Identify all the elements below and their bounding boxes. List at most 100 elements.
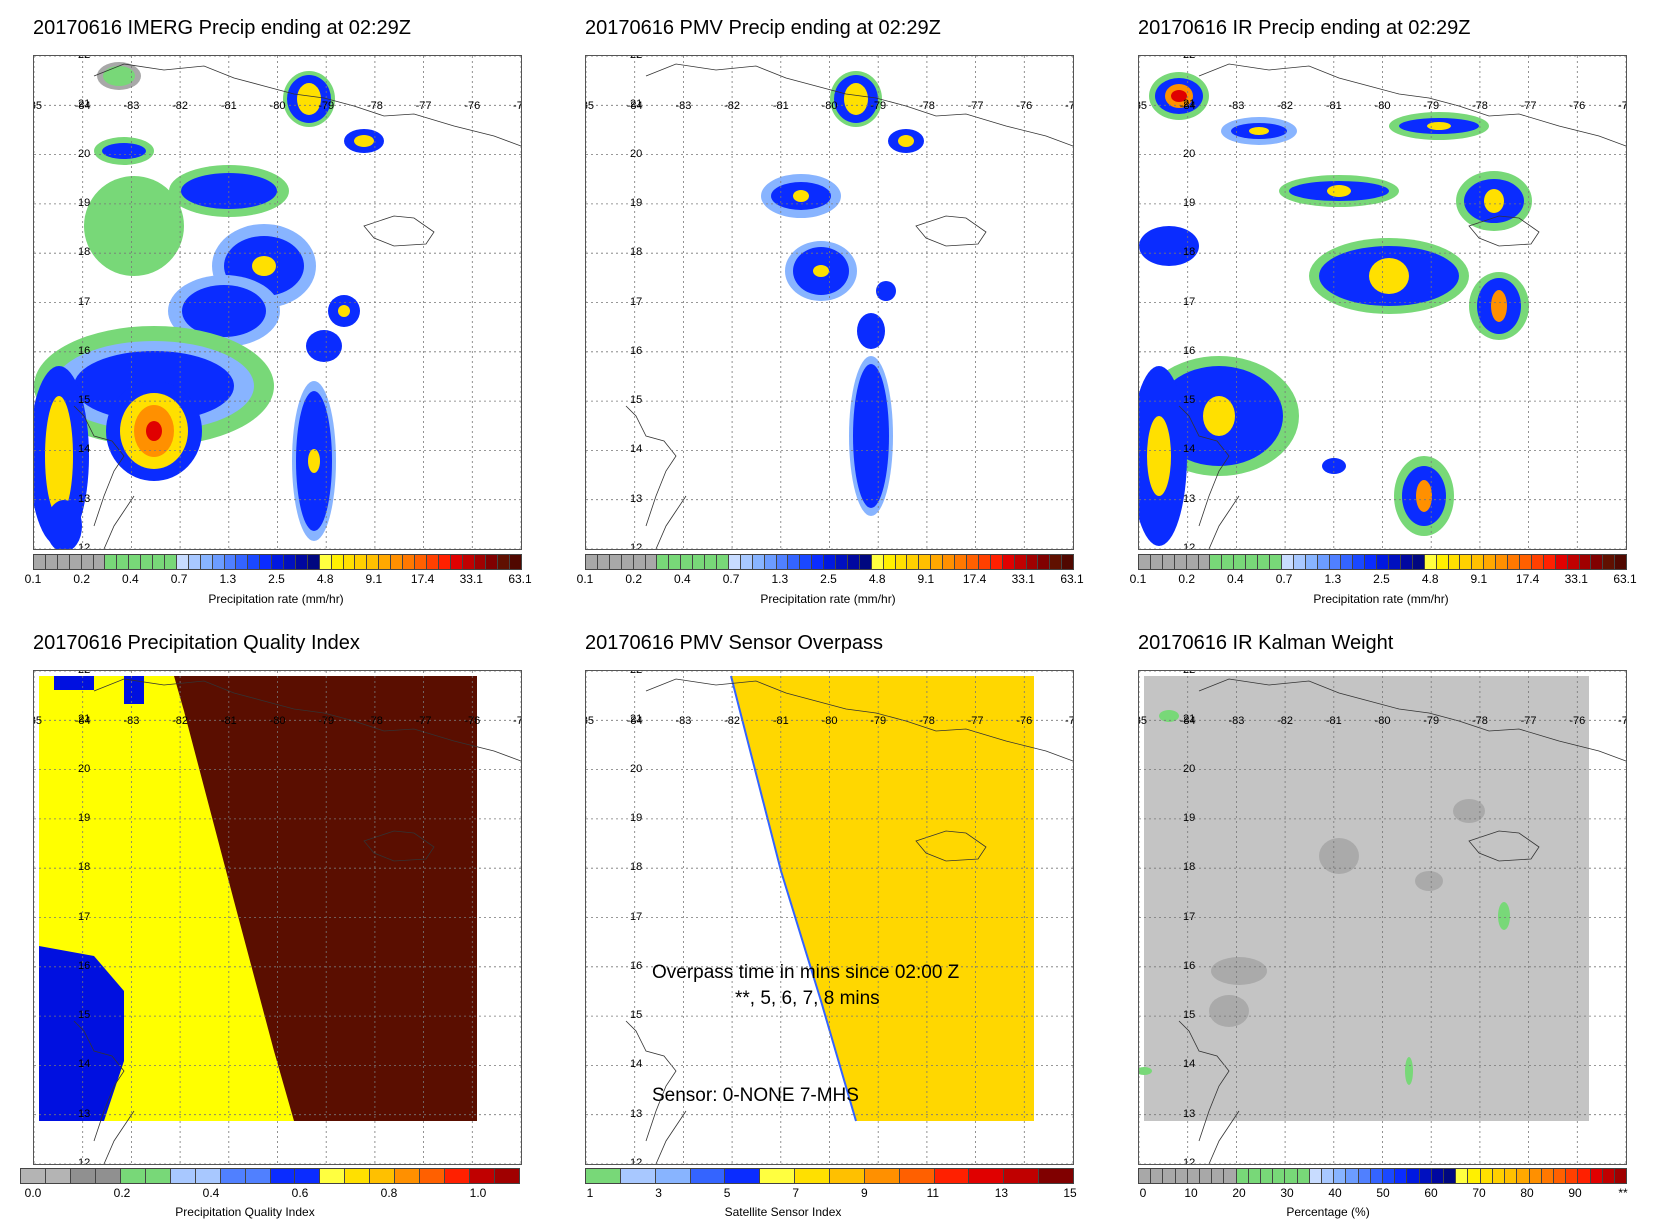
coastline	[655, 1110, 687, 1164]
colorbar-label: Precipitation rate (mm/hr)	[760, 592, 896, 606]
colorbar-swatch	[990, 555, 1003, 569]
colorbar-swatch	[967, 555, 979, 569]
colorbar-tick-label: 0.2	[73, 572, 91, 586]
colorbar-tick-label: 9.1	[1470, 572, 1488, 586]
colorbar-tick-label: 17.4	[410, 572, 435, 586]
colorbar-swatch	[1234, 555, 1247, 569]
lat-tick-label: 16	[630, 344, 643, 357]
kalman-layer	[1139, 676, 1589, 1121]
colorbar-swatch	[800, 555, 813, 569]
coastline	[1208, 1110, 1240, 1164]
lat-tick-label: 20	[78, 147, 91, 160]
lat-tick-label: 19	[78, 196, 91, 209]
overpass-swath	[731, 676, 1034, 1121]
lon-tick-label: -77	[967, 715, 984, 727]
colorbar-swatch	[725, 1169, 761, 1183]
coastline-layer	[73, 678, 521, 1164]
lon-tick-label: -80	[821, 100, 838, 112]
precip-cell	[1203, 396, 1235, 436]
colorbar-swatch	[248, 555, 261, 569]
precip-cell	[898, 135, 914, 147]
lon-tick-label: -78	[366, 715, 383, 727]
colorbar-swatch	[93, 555, 106, 569]
lat-tick-label: 17	[78, 910, 91, 923]
colorbar-tick-label: 90	[1568, 1186, 1582, 1200]
lon-tick-label: -76	[1016, 100, 1033, 112]
colorbar-swatch	[270, 1169, 296, 1183]
lat-tick-label: 18	[78, 861, 91, 874]
colorbar-tick-label: 0.6	[291, 1186, 309, 1200]
colorbar-swatch	[170, 1169, 196, 1183]
lat-tick-label: 18	[630, 246, 643, 259]
lon-tick-label: -75	[1065, 715, 1073, 727]
panel-title: 20170616 Precipitation Quality Index	[33, 632, 360, 654]
precip-cell	[1139, 226, 1199, 266]
lon-tick-label: -77	[967, 100, 984, 112]
lon-tick-label: -78	[1471, 100, 1488, 112]
lat-tick-label: 17	[1183, 295, 1196, 308]
colorbar-swatch	[21, 1169, 46, 1183]
colorbar-swatch	[1531, 555, 1544, 569]
lon-tick-label: -80	[1374, 715, 1391, 727]
lat-tick-label: 21	[78, 98, 91, 111]
lat-tick-label: 12	[78, 1157, 91, 1165]
colorbar-tick-label: **	[1618, 1186, 1628, 1200]
colorbar-swatch	[284, 555, 296, 569]
colorbar-swatch	[1460, 555, 1473, 569]
coastline	[73, 405, 125, 527]
colorbar-swatch	[176, 555, 189, 569]
colorbar-swatch	[1591, 555, 1604, 569]
lat-tick-label: 13	[1183, 492, 1196, 505]
colorbar-tick-label: 0	[1139, 1186, 1147, 1200]
precip-cell	[354, 135, 374, 147]
colorbar-swatch	[1431, 1169, 1445, 1183]
coastline	[1198, 678, 1626, 762]
colorbar-swatch	[824, 555, 837, 569]
colorbar-swatch	[391, 555, 404, 569]
colorbar-swatch	[295, 1169, 321, 1183]
coastline	[645, 678, 1073, 762]
colorbar-swatch	[812, 555, 825, 569]
colorbar-tick-label: 0.2	[625, 572, 643, 586]
coastline	[625, 405, 677, 527]
lat-tick-label: 15	[1183, 394, 1196, 407]
coastline	[1208, 495, 1240, 549]
precip-cell	[1147, 416, 1171, 496]
lon-tick-label: -78	[918, 100, 935, 112]
coastline	[103, 495, 135, 549]
lat-tick-label: 19	[1183, 196, 1196, 209]
colorbar-swatch	[370, 1169, 396, 1183]
map-pqi: -85 -84 -83 -82 -81 -80 -79 -78 -77 -76 -75 22 21 20 1…	[33, 670, 522, 1165]
colorbar-label: Precipitation rate (mm/hr)	[1313, 592, 1449, 606]
colorbar-tick-label: 1.3	[219, 572, 237, 586]
pqi-darkred	[174, 676, 477, 1121]
lon-tick-label: -84	[74, 715, 91, 727]
lon-tick-label: -76	[464, 100, 481, 112]
colorbar-swatch	[1377, 555, 1390, 569]
colorbar-tick-label: 0.7	[722, 572, 740, 586]
lat-tick-label: 22	[1183, 55, 1196, 61]
lon-tick-label: -79	[318, 715, 335, 727]
colorbar-swatch	[1389, 555, 1401, 569]
colorbar-swatch	[1602, 1169, 1615, 1183]
kalman-cell	[1211, 957, 1267, 985]
lon-tick-label: -76	[1569, 715, 1586, 727]
colorbar-swatch	[1400, 555, 1413, 569]
colorbar-tick-label: 4.8	[868, 572, 886, 586]
colorbar-swatch	[495, 1169, 520, 1183]
colorbar-swatch	[355, 555, 368, 569]
lon-tick-label: -83	[123, 100, 140, 112]
colorbar-imerg	[33, 554, 522, 570]
lon-tick-label: -82	[172, 715, 189, 727]
kalman-cell	[1415, 871, 1443, 891]
precip-cell	[84, 176, 184, 276]
colorbar-swatch	[669, 555, 682, 569]
colorbar-swatch	[609, 555, 622, 569]
colorbar-swatch	[1038, 555, 1051, 569]
colorbar-swatch	[1424, 555, 1437, 569]
lat-tick-label: 18	[1183, 861, 1196, 874]
colorbar-swatch	[45, 555, 58, 569]
precip-layer	[761, 71, 924, 516]
colorbar-swatch	[1444, 1169, 1457, 1183]
lon-tick-label: -85	[1139, 100, 1147, 112]
